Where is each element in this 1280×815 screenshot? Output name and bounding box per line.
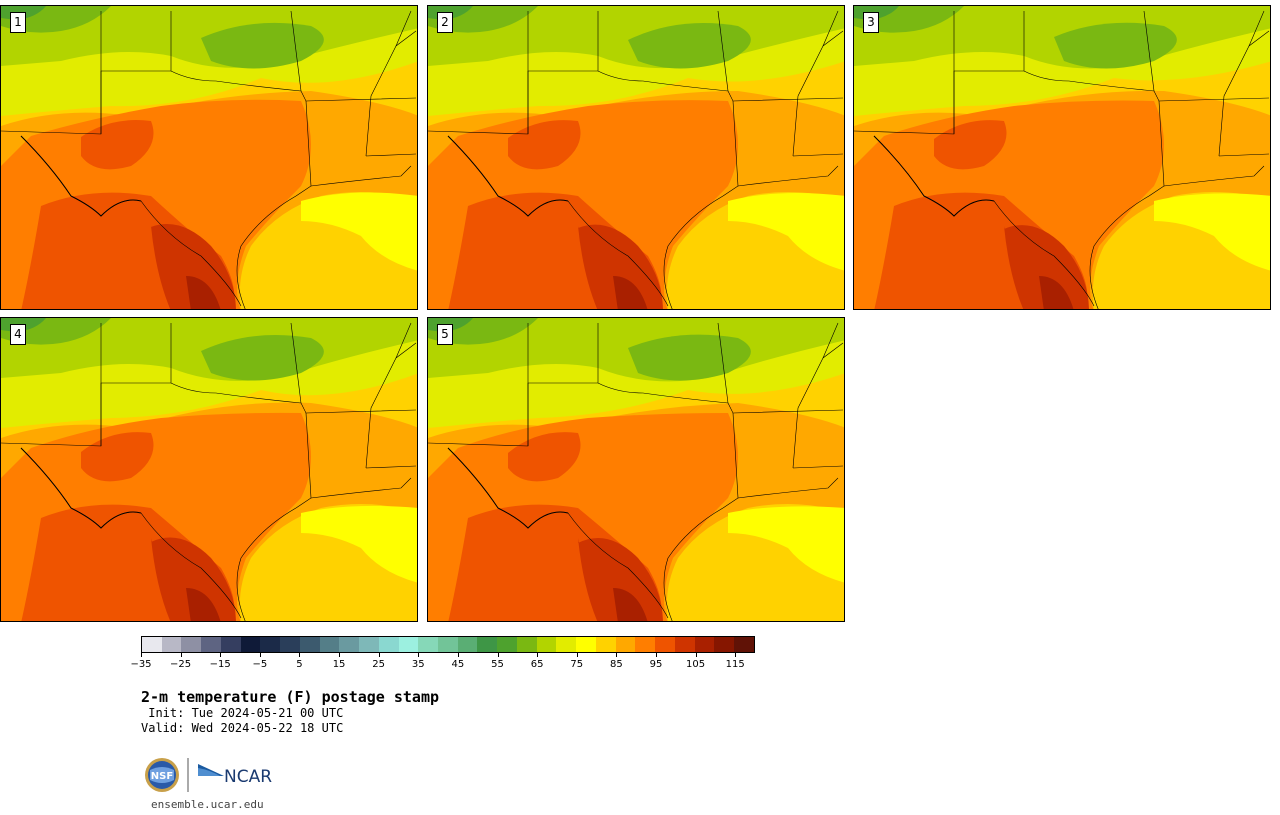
colorbar-tick-label: 115 — [725, 659, 745, 670]
colorbar-tick-label: 75 — [570, 659, 584, 670]
postage-stamp-map: 4 — [0, 317, 418, 622]
colorbar-tick-label: 55 — [491, 659, 504, 670]
colorbar — [141, 636, 755, 653]
colorbar-tick-label: −15 — [209, 659, 231, 670]
colorbar-cell — [694, 637, 715, 652]
colorbar-tick-label: 85 — [609, 659, 623, 670]
colorbar-tick — [259, 653, 261, 657]
colorbar-tick — [457, 653, 459, 657]
colorbar-tick-label: 65 — [530, 659, 544, 670]
postage-stamp-map: 2 — [427, 5, 845, 310]
colorbar-cell — [398, 637, 419, 652]
colorbar-tick — [141, 653, 142, 657]
colorbar-tick-label: −35 — [130, 659, 152, 670]
colorbar-cell — [477, 637, 498, 652]
colorbar-tick — [220, 653, 222, 657]
colorbar-tick — [616, 653, 618, 657]
colorbar-cell — [181, 637, 202, 652]
colorbar-cell — [260, 637, 281, 652]
colorbar-cell — [161, 637, 182, 652]
colorbar-cell — [319, 637, 340, 652]
colorbar-tick — [576, 653, 578, 657]
colorbar-tick-label: 105 — [686, 659, 706, 670]
chart-title: 2-m temperature (F) postage stamp — [141, 688, 440, 706]
colorbar-cell — [556, 637, 577, 652]
colorbar-cell — [497, 637, 517, 652]
site-url: ensemble.ucar.edu — [151, 798, 264, 811]
colorbar-tick — [339, 653, 341, 657]
colorbar-tick — [695, 653, 697, 657]
colorbar-tick-label: 15 — [332, 659, 346, 670]
postage-stamp-map: 3 — [853, 5, 1271, 310]
colorbar-cell — [714, 637, 735, 652]
colorbar-tick — [299, 653, 301, 657]
nsf-logo-text: NSF — [151, 771, 173, 782]
colorbar-cell — [576, 637, 596, 652]
colorbar-tick — [418, 653, 420, 657]
init-time: Init: Tue 2024-05-21 00 UTC — [141, 706, 344, 720]
colorbar-cell — [615, 637, 636, 652]
colorbar-tick-label: 5 — [296, 659, 303, 670]
colorbar-tick — [180, 653, 182, 657]
colorbar-cell — [635, 637, 656, 652]
colorbar-cell — [734, 637, 754, 652]
colorbar-tick-label: 95 — [649, 659, 663, 670]
member-number-label: 4 — [10, 324, 26, 345]
postage-stamp-map: 5 — [427, 317, 845, 622]
colorbar-tick-label: −5 — [252, 659, 268, 670]
colorbar-cell — [516, 637, 537, 652]
colorbar-tick — [655, 653, 657, 657]
member-number-label: 5 — [437, 324, 453, 345]
colorbar-tick-label: 35 — [411, 659, 425, 670]
colorbar-tick — [735, 653, 737, 657]
colorbar-tick-label: −25 — [170, 659, 192, 670]
nsf-ncar-logo: NSF NCAR — [144, 756, 274, 794]
ncar-logo-text: NCAR — [224, 767, 272, 787]
valid-time: Valid: Wed 2024-05-22 18 UTC — [141, 721, 344, 735]
member-number-label: 2 — [437, 12, 453, 33]
colorbar-tick — [537, 653, 539, 657]
colorbar-cell — [457, 637, 478, 652]
colorbar-cell — [655, 637, 675, 652]
colorbar-cell — [438, 637, 458, 652]
colorbar-tick — [378, 653, 380, 657]
colorbar-ticks: −35 −25 −15 −5 5 15 25 35 45 55 65 75 85 95 105 115 — [130, 653, 755, 673]
colorbar-cell — [280, 637, 300, 652]
member-number-label: 3 — [863, 12, 879, 33]
colorbar-cell — [240, 637, 261, 652]
colorbar-cell — [378, 637, 399, 652]
colorbar-tick-label: 45 — [451, 659, 465, 670]
colorbar-cell — [339, 637, 360, 652]
colorbar-cell — [536, 637, 557, 652]
colorbar-cell — [674, 637, 695, 652]
colorbar-cell — [359, 637, 379, 652]
colorbar-cell — [220, 637, 241, 652]
colorbar-tick — [497, 653, 499, 657]
colorbar-tick-label: 25 — [372, 659, 386, 670]
colorbar-cell — [142, 637, 162, 652]
postage-stamp-map: 1 — [0, 5, 418, 310]
colorbar-cell — [201, 637, 221, 652]
colorbar-cell — [418, 637, 439, 652]
colorbar-cell — [595, 637, 616, 652]
colorbar-cell — [299, 637, 320, 652]
member-number-label: 1 — [10, 12, 26, 33]
